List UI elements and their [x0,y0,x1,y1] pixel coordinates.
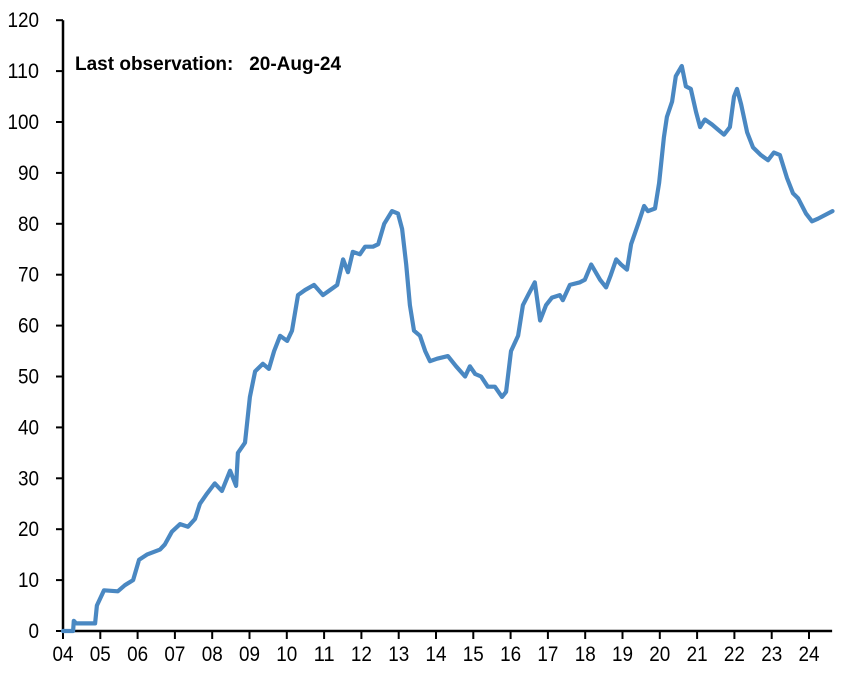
x-tick-label: 09 [239,643,260,666]
y-tick-label: 0 [29,620,40,643]
x-tick-label: 14 [426,643,447,666]
x-tick-label: 19 [612,643,633,666]
x-tick-label: 07 [164,643,185,666]
x-tick-label: 06 [127,643,148,666]
y-tick-label: 60 [18,315,39,338]
x-tick-label: 21 [687,643,708,666]
y-tick-label: 40 [18,416,39,439]
y-tick-label: 110 [8,60,40,83]
x-tick-label: 18 [575,643,596,666]
y-tick-label: 120 [8,9,40,32]
y-tick-label: 80 [18,213,39,236]
x-tick-label: 15 [463,643,484,666]
x-tick-label: 04 [53,643,74,666]
x-tick-label: 16 [500,643,521,666]
y-tick-label: 30 [18,467,39,490]
axes: 0 10 20 30 40 50 60 70 80 90 100 110 120 04 05 06 07 08 09… [8,9,833,666]
y-tick-label: 100 [8,111,40,134]
x-tick-label: 20 [649,643,670,666]
y-tick-label: 70 [18,264,39,287]
series-line [60,63,835,634]
x-tick-label: 24 [799,643,820,666]
y-tick-label: 90 [18,162,39,185]
x-tick-label: 05 [90,643,111,666]
x-tick-label: 10 [276,643,297,666]
y-tick-label: 20 [18,518,39,541]
x-tick-label: 13 [388,643,409,666]
x-tick-label: 08 [202,643,223,666]
x-tick-label: 17 [537,643,558,666]
y-tick-label: 50 [18,366,39,389]
y-tick-label: 10 [18,569,39,592]
x-tick-label: 12 [351,643,372,666]
x-tick-label: 22 [724,643,745,666]
x-tick-label: 23 [761,643,782,666]
last-observation-annotation: Last observation: 20-Aug-24 [75,54,341,75]
x-tick-label: 11 [314,643,335,666]
